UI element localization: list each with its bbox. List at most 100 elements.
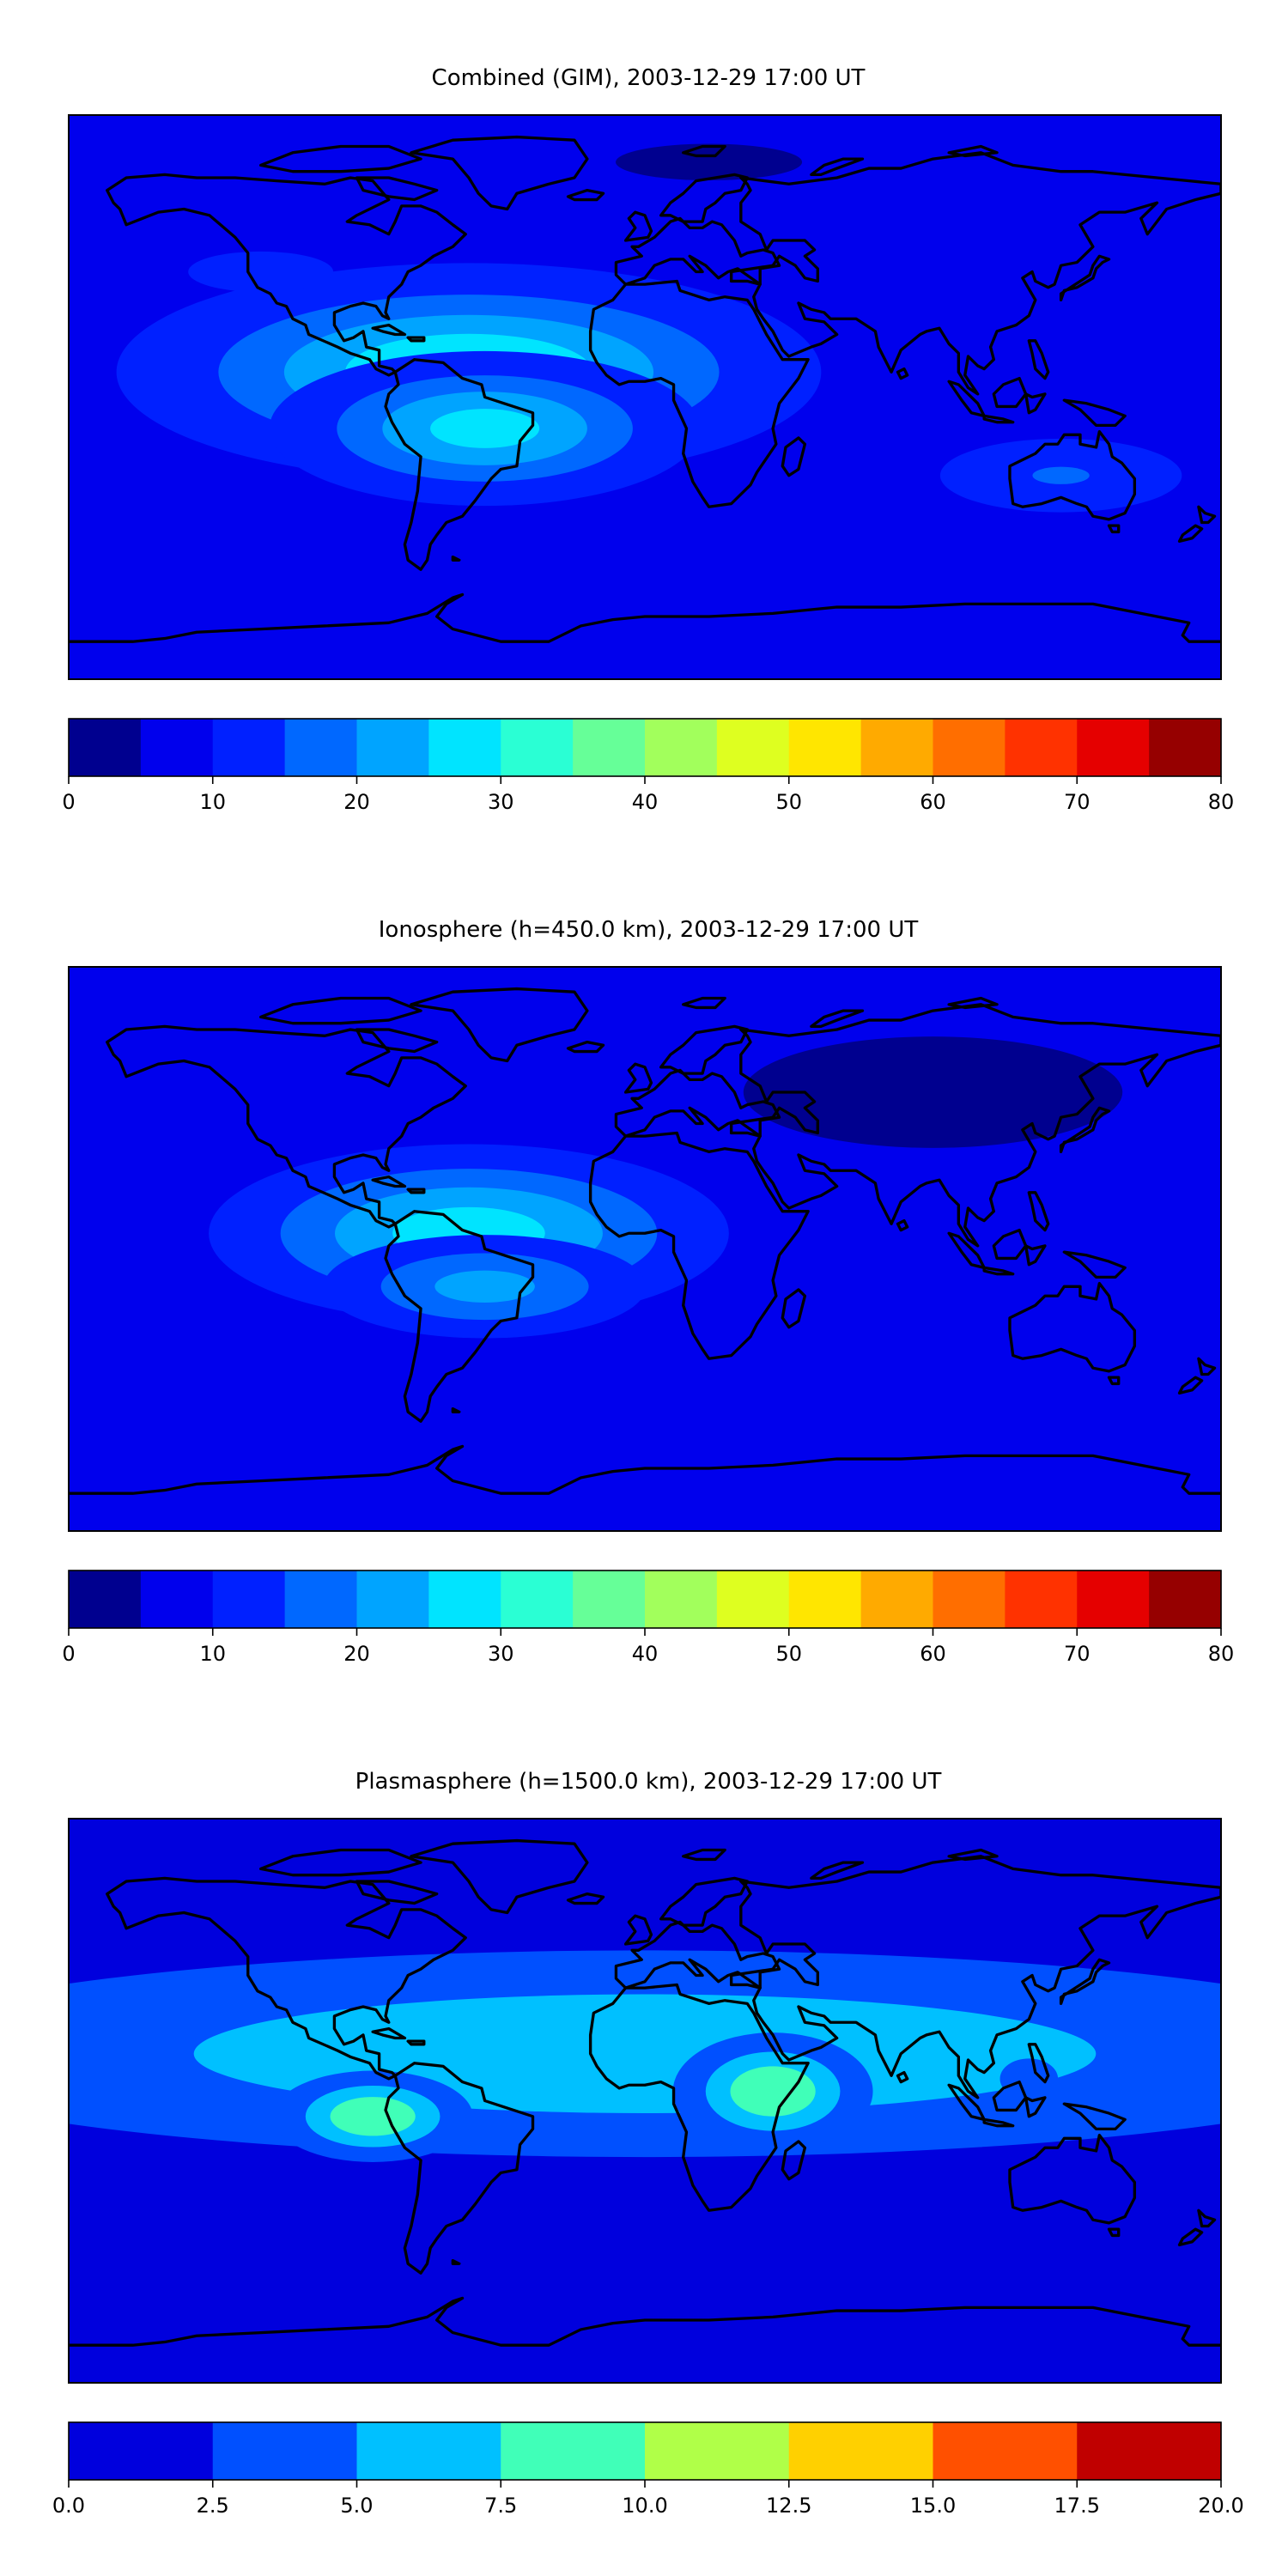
colorbar-tick-label: 10.0: [622, 2494, 667, 2518]
contour-band: [434, 1270, 535, 1303]
colorbar-segment: [933, 2422, 1078, 2480]
colorbar-tick-label: 5.0: [340, 2494, 373, 2518]
colorbar-segment: [212, 1571, 286, 1628]
colorbar-segment: [645, 1571, 718, 1628]
colorbar-segment: [933, 719, 1005, 776]
colorbar-tick-label: 15.0: [910, 2494, 956, 2518]
field-feature-3: [616, 143, 803, 181]
colorbar-segment: [428, 1571, 501, 1628]
colorbar-segment: [356, 719, 429, 776]
colorbar-segment: [716, 1571, 790, 1628]
colorbar-segment: [284, 1571, 358, 1628]
colorbar-tick-label: 70: [1064, 790, 1091, 814]
map-panel-combined: [68, 114, 1222, 680]
colorbar-tick-label: 60: [920, 1642, 946, 1666]
colorbar-segment: [645, 2422, 790, 2480]
colorbar-segment: [140, 1571, 214, 1628]
colorbar-segment: [501, 1571, 574, 1628]
colorbar-tick-label: 70: [1064, 1642, 1091, 1666]
contour-band: [616, 143, 803, 181]
colorbar-segment: [284, 719, 358, 776]
contour-band: [999, 2058, 1059, 2099]
colorbar-segment: [501, 2422, 646, 2480]
field-layer: [69, 1819, 1221, 2383]
colorbar-plasmasphere: 0.0 2.5 5.0 7.5 10.0 12.5 15.0 17.5 20.0: [52, 2421, 1244, 2518]
field-feature-3: [112, 2067, 154, 2104]
colorbar-tick-label: 40: [632, 790, 659, 814]
colorbar-tick-label: 2.5: [197, 2494, 229, 2518]
colorbar-segment: [1077, 1571, 1150, 1628]
field-layer: [69, 967, 1221, 1531]
map-panel-ionosphere: [68, 966, 1222, 1532]
colorbar-tick-label: 0.0: [52, 2494, 85, 2518]
field-feature-2: [939, 438, 1182, 513]
colorbar-segment: [716, 719, 790, 776]
colorbar-tick-label: 20: [343, 790, 370, 814]
colorbar-tick-label: 10: [199, 1642, 226, 1666]
colorbar-tick-label: 50: [775, 1642, 802, 1666]
contour-band: [330, 2097, 416, 2136]
colorbar-tick-label: 0: [62, 1642, 75, 1666]
colorbar-segment: [1005, 1571, 1078, 1628]
colorbar-segment: [1077, 719, 1150, 776]
colorbar-tick-label: 30: [488, 790, 514, 814]
map-frame: [68, 966, 1222, 1532]
title-combined: Combined (GIM), 2003-12-29 17:00 UT: [432, 65, 866, 91]
colorbar-tick-label: 80: [1208, 1642, 1235, 1666]
field-feature-4: [999, 2058, 1059, 2099]
colorbar-segment: [428, 719, 501, 776]
title-ionosphere: Ionosphere (h=450.0 km), 2003-12-29 17:0…: [379, 917, 919, 943]
contour-band: [112, 2067, 154, 2104]
colorbar-tick-label: 0: [62, 790, 75, 814]
contour-band: [188, 251, 334, 293]
colorbar-tick-label: 40: [632, 1642, 659, 1666]
colorbar-segment: [860, 719, 934, 776]
colorbar-segment: [212, 719, 286, 776]
colorbar-segment: [1149, 1571, 1222, 1628]
colorbar-segment: [69, 2422, 214, 2480]
colorbar-segment: [69, 1571, 142, 1628]
field-feature-4: [188, 251, 334, 293]
field-feature-1: [323, 1235, 647, 1339]
colorbar-tick-label: 20: [343, 1642, 370, 1666]
colorbar-segment: [573, 1571, 646, 1628]
colorbar-segment: [1077, 2422, 1222, 2480]
colorbar-segment: [69, 719, 142, 776]
field-feature-2: [743, 1036, 1123, 1148]
map-frame: [68, 1818, 1222, 2384]
colorbar-segment: [356, 2422, 501, 2480]
field-feature-2: [672, 2032, 873, 2150]
colorbar-tick-label: 10: [199, 790, 226, 814]
contour-band: [743, 1036, 1123, 1148]
colorbar-segment: [356, 1571, 429, 1628]
colorbar-segment: [860, 1571, 934, 1628]
contour-band: [1032, 466, 1090, 484]
colorbar-ionosphere: 0 10 20 30 40 50 60 70 80: [62, 1570, 1235, 1666]
field-feature-1: [272, 2070, 473, 2162]
contour-band: [730, 2066, 816, 2117]
colorbar-tick-label: 80: [1208, 790, 1235, 814]
colorbar-segment: [645, 719, 718, 776]
colorbar-segment: [573, 719, 646, 776]
field-layer: [69, 115, 1221, 679]
colorbar-segment: [788, 719, 862, 776]
colorbar-tick-label: 12.5: [766, 2494, 811, 2518]
colorbar-segment: [1005, 719, 1078, 776]
map-frame: [68, 114, 1222, 680]
colorbar-segment: [212, 2422, 358, 2480]
colorbar-tick-label: 20.0: [1198, 2494, 1243, 2518]
colorbar-tick-label: 7.5: [484, 2494, 517, 2518]
colorbar-tick-label: 60: [920, 790, 946, 814]
colorbar-combined: 0 10 20 30 40 50 60 70 80: [62, 718, 1235, 814]
colorbar-tick-label: 50: [775, 790, 802, 814]
contour-band: [430, 409, 540, 448]
colorbar-segment: [1149, 719, 1222, 776]
colorbar-segment: [933, 1571, 1005, 1628]
colorbar-segment: [501, 719, 574, 776]
map-panel-plasmasphere: [68, 1818, 1222, 2384]
colorbar-tick-label: 17.5: [1054, 2494, 1100, 2518]
title-plasmasphere: Plasmasphere (h=1500.0 km), 2003-12-29 1…: [355, 1769, 942, 1795]
colorbar-segment: [788, 1571, 862, 1628]
colorbar-segment: [788, 2422, 934, 2480]
